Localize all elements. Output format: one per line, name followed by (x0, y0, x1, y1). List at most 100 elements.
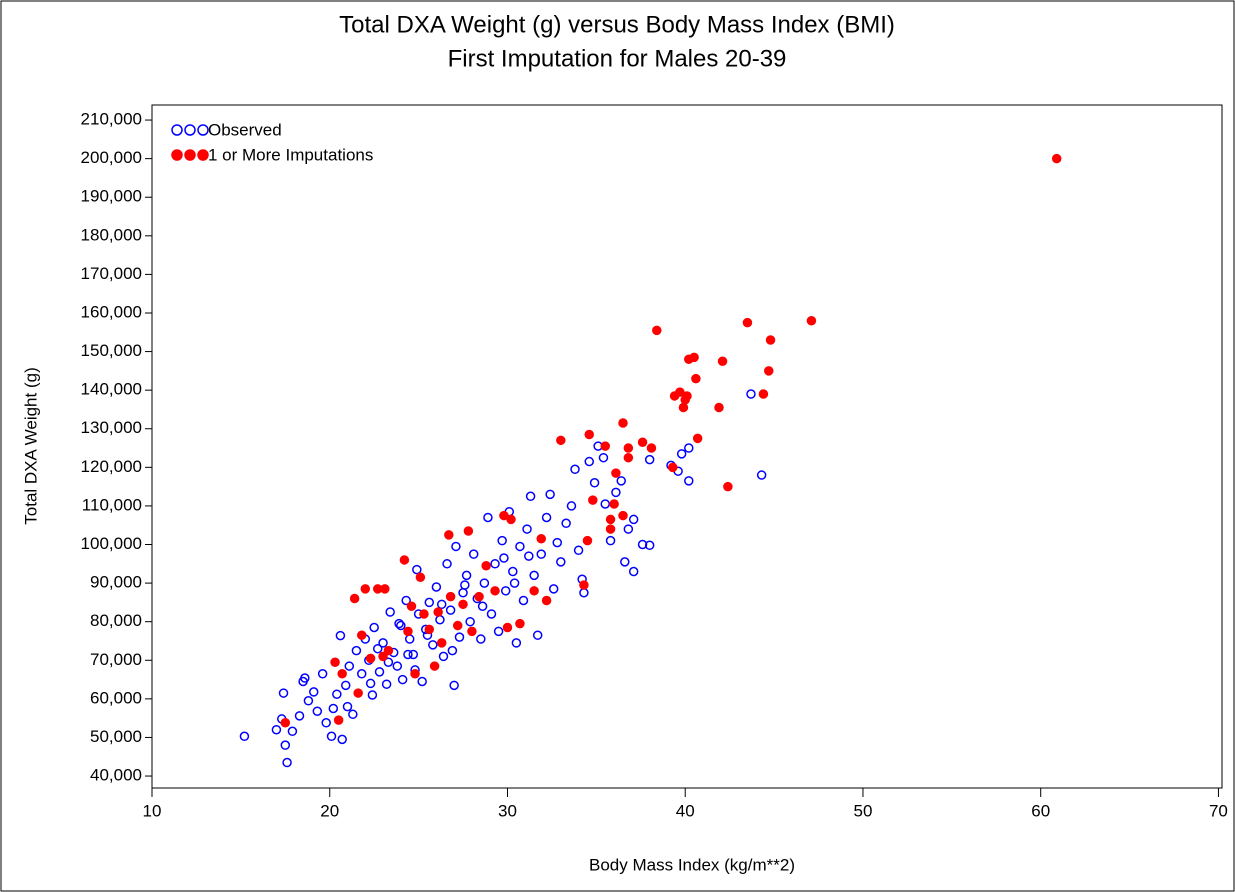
y-tick-label: 70,000 (90, 650, 142, 669)
legend-label: 1 or More Imputations (208, 145, 373, 164)
point (611, 468, 621, 478)
point (337, 734, 347, 745)
point (372, 643, 383, 654)
point (365, 678, 376, 689)
point (280, 718, 291, 728)
point (684, 476, 694, 486)
point (476, 634, 486, 644)
point (620, 557, 630, 567)
point (474, 591, 484, 602)
point (497, 535, 507, 546)
point (499, 510, 509, 521)
y-tick-label: 90,000 (90, 573, 142, 592)
point (623, 524, 634, 534)
point (239, 731, 250, 742)
point (436, 638, 447, 648)
point (600, 499, 610, 509)
x-tick-label: 20 (320, 801, 339, 820)
x-tick-label: 60 (1031, 801, 1050, 820)
x-tick-label: 50 (854, 801, 873, 820)
x-tick-label: 40 (676, 801, 695, 820)
point (525, 491, 536, 502)
point (367, 690, 378, 700)
point (481, 560, 491, 571)
point (451, 541, 461, 552)
point (714, 402, 724, 413)
point (294, 711, 305, 721)
point (392, 661, 403, 671)
point (545, 489, 555, 500)
point (412, 564, 422, 575)
point (692, 433, 703, 444)
y-tick-label: 160,000 (81, 302, 142, 321)
point (444, 530, 454, 540)
point (317, 669, 328, 679)
point (333, 715, 344, 725)
point (458, 599, 468, 610)
y-tick-label: 170,000 (81, 264, 142, 283)
point (536, 549, 547, 559)
point (570, 464, 580, 475)
point (742, 317, 753, 328)
point (408, 649, 419, 660)
point (436, 599, 447, 610)
y-tick-label: 40,000 (90, 766, 142, 785)
y-tick-label: 190,000 (81, 187, 142, 206)
point (394, 618, 404, 629)
point (378, 651, 388, 662)
y-tick-label: 180,000 (81, 225, 142, 244)
point (522, 524, 532, 534)
point (424, 624, 435, 635)
point (454, 632, 465, 642)
point (460, 580, 470, 590)
point (463, 526, 474, 536)
point (433, 607, 443, 617)
point (383, 645, 394, 656)
point (579, 580, 589, 590)
point (479, 578, 490, 588)
point (447, 645, 458, 656)
point (584, 456, 594, 467)
point (502, 622, 513, 633)
point (511, 638, 522, 648)
legend-symbol (197, 124, 209, 136)
legend-symbol (171, 149, 183, 161)
point (321, 718, 331, 728)
point (605, 524, 616, 534)
point (490, 559, 500, 569)
point (365, 653, 376, 664)
point (410, 669, 420, 679)
point (637, 539, 648, 550)
point (676, 449, 687, 459)
point (287, 726, 298, 737)
point (403, 626, 413, 637)
point (529, 570, 539, 581)
y-tick-label: 60,000 (90, 688, 142, 707)
point (499, 553, 509, 563)
y-tick-label: 130,000 (81, 418, 142, 437)
point (758, 389, 769, 399)
point (652, 325, 662, 336)
x-axis-label: Body Mass Index (kg/m**2) (589, 855, 795, 874)
point (582, 535, 593, 546)
point (623, 443, 634, 453)
y-tick-label: 110,000 (82, 495, 142, 514)
point (536, 533, 547, 544)
point (348, 709, 358, 720)
point (561, 518, 571, 529)
point (483, 512, 493, 523)
point (452, 620, 463, 631)
point (332, 689, 342, 699)
point (465, 616, 475, 627)
point (500, 586, 511, 596)
point (401, 595, 411, 606)
point (328, 703, 339, 714)
point (493, 626, 504, 637)
point (417, 676, 427, 687)
legend-symbol (197, 149, 209, 161)
point (374, 667, 385, 677)
point (378, 638, 388, 648)
point (396, 620, 406, 631)
